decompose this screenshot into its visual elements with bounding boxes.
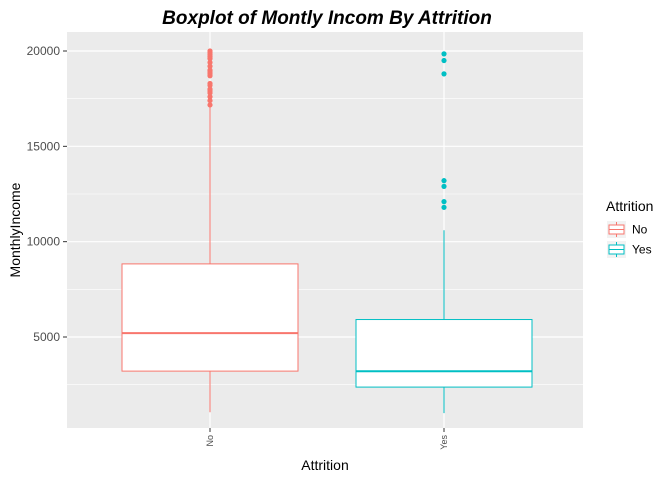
outlier-point: [207, 94, 213, 100]
outlier-point: [207, 86, 213, 92]
outlier-point: [207, 63, 213, 69]
legend-key-yes: Yes: [607, 241, 652, 258]
legend-title: Attrition: [606, 198, 653, 214]
y-axis-title: MonthlyIncome: [7, 182, 23, 277]
outlier-point: [207, 80, 213, 87]
legend-key-no: No: [607, 221, 648, 238]
box-yes: [355, 51, 533, 414]
outlier-point: [441, 204, 447, 210]
legend-label: Yes: [632, 243, 652, 257]
box-layer: [121, 48, 533, 414]
y-tick-label: 20000: [27, 44, 61, 58]
outlier-point: [441, 71, 447, 77]
y-axis-ticks: 5000 10000 15000 20000: [27, 44, 67, 344]
legend: Attrition No Yes: [606, 198, 653, 258]
legend-label: No: [632, 223, 648, 237]
outlier-point: [441, 183, 447, 189]
x-tick-label: Yes: [439, 435, 449, 450]
x-axis-ticks: No Yes: [205, 428, 449, 450]
y-tick-label: 15000: [27, 139, 61, 153]
box-iqr: [355, 319, 533, 388]
y-tick-label: 10000: [27, 235, 61, 249]
outlier-point: [207, 48, 213, 54]
x-axis-title: Attrition: [301, 457, 348, 473]
outlier-point: [441, 51, 447, 57]
box-iqr: [121, 263, 299, 372]
chart-title: Boxplot of Montly Incom By Attrition: [162, 8, 492, 29]
outlier-point: [441, 178, 447, 184]
outlier-point: [207, 102, 213, 108]
outlier-point: [441, 57, 447, 64]
outlier-point: [207, 97, 213, 104]
y-tick-label: 5000: [33, 330, 60, 344]
outlier-point: [207, 67, 213, 73]
outlier-point: [441, 199, 447, 205]
outlier-point: [207, 59, 213, 66]
box-no: [121, 48, 299, 413]
x-tick-label: No: [205, 435, 215, 447]
